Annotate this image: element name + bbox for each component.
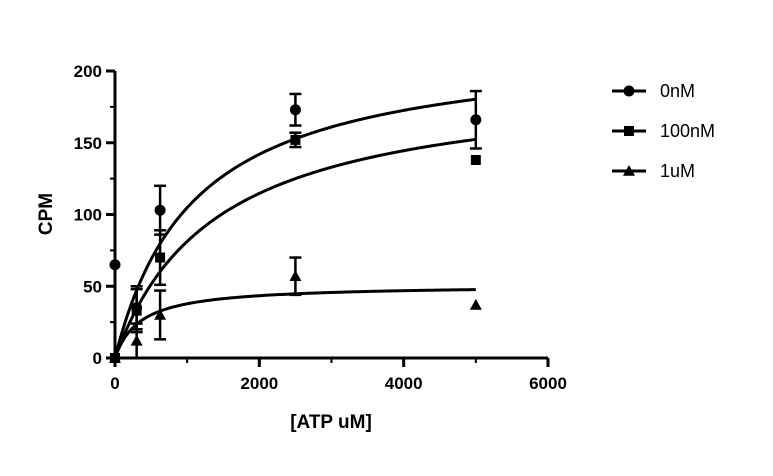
y-axis: 0 50 100 150 200 (74, 62, 117, 368)
y-tick-label: 100 (74, 206, 102, 225)
series-100nM (110, 131, 481, 363)
data-point (131, 305, 142, 316)
y-axis-title: CPM (36, 193, 57, 235)
legend-label: 100nM (660, 121, 715, 141)
fit-curve-1uM (113, 288, 476, 359)
series-1uM (109, 256, 482, 363)
y-tick-label: 200 (74, 62, 102, 81)
x-tick-label: 4000 (385, 374, 423, 393)
data-point (469, 298, 482, 310)
plot-area (109, 89, 482, 363)
x-tick-label: 6000 (529, 374, 567, 393)
y-tick-label: 0 (93, 349, 102, 368)
data-point (154, 308, 167, 320)
data-point (290, 134, 301, 145)
legend-item-1uM: 1uM (612, 161, 695, 181)
legend-label: 1uM (660, 161, 695, 181)
legend-marker (624, 126, 634, 136)
y-tick-label: 150 (74, 134, 102, 153)
x-axis: 0 2000 4000 6000 (110, 356, 567, 393)
x-axis-title: [ATP uM] (290, 412, 372, 433)
data-point (154, 204, 166, 216)
fit-curve-100nM (113, 137, 477, 359)
y-tick-label: 50 (83, 277, 102, 296)
legend: 0nM 100nM 1uM (612, 81, 715, 181)
data-point (289, 104, 301, 116)
legend-item-0nM: 0nM (612, 81, 695, 101)
legend-label: 0nM (660, 81, 695, 101)
x-tick-label: 0 (110, 374, 119, 393)
legend-item-100nM: 100nM (612, 121, 715, 141)
data-point (470, 114, 482, 126)
data-point (155, 252, 166, 263)
legend-marker (623, 85, 635, 97)
legend-marker (623, 165, 635, 176)
data-point (289, 270, 302, 282)
series-0nM (109, 89, 482, 359)
data-point (130, 334, 143, 346)
x-tick-label: 2000 (240, 374, 278, 393)
data-point (470, 154, 481, 165)
